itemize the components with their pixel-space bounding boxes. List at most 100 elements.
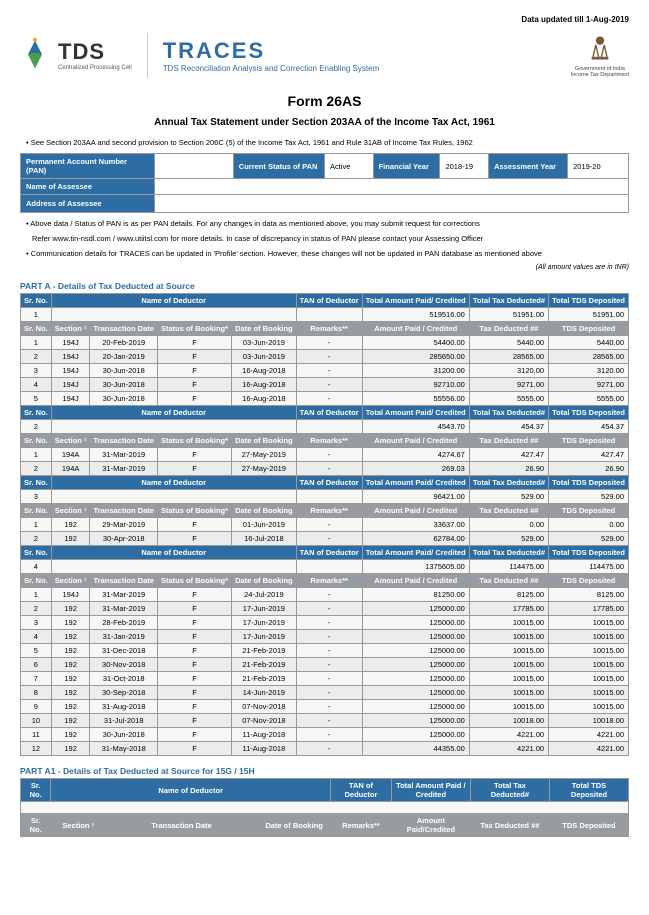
cell-taxded: 5555.00 [469, 392, 548, 406]
cell-section: 192 [51, 658, 90, 672]
hdr-srno: Sr. No. [21, 406, 52, 420]
cell-remarks: - [296, 644, 362, 658]
hdr-srno: Sr. No. [21, 476, 52, 490]
hdr-tdsdep: TDS Deposited [549, 814, 628, 837]
hdr-taxded: Tax Deducted ## [469, 574, 548, 588]
hdr-totalpaid: Total Amount Paid/ Credited [362, 546, 469, 560]
hdr-statusbook: Status of Booking* [157, 322, 231, 336]
cell-tdsdep: 4221.00 [549, 728, 629, 742]
hdr-totaltax: Total Tax Deducted# [469, 294, 548, 308]
table-row: 8 192 30-Sep-2018 F 14-Jun-2019 - 125000… [21, 686, 629, 700]
cell-status: F [157, 378, 231, 392]
cell-amtpaid: 125000.00 [362, 672, 469, 686]
note1: Above data / Status of PAN is as per PAN… [20, 219, 629, 228]
cell-datebook: 07-Nov-2018 [232, 714, 297, 728]
hdr-tdsdep: TDS Deposited [549, 574, 629, 588]
gov-emblem-block: Government of India Income Tax Departmen… [571, 32, 629, 78]
cell-remarks: - [296, 448, 362, 462]
cell-taxded: 0.00 [469, 518, 548, 532]
cell-remarks: - [296, 518, 362, 532]
cell-amtpaid: 125000.00 [362, 630, 469, 644]
cell-section: 192 [51, 700, 90, 714]
hdr-totaltds: Total TDS Deposited [549, 476, 629, 490]
part-a1-title: PART A1 - Details of Tax Deducted at Sou… [20, 766, 629, 776]
hdr-remarks: Remarks** [296, 504, 362, 518]
addr-label: Address of Assessee [21, 195, 155, 213]
cell-remarks: - [296, 728, 362, 742]
hdr-totalpaid: Total Amount Paid/ Credited [362, 406, 469, 420]
cell-datebook: 03-Jun-2019 [232, 350, 297, 364]
cell-srno: 9 [21, 700, 52, 714]
hdr-section: Section ¹ [51, 574, 90, 588]
cell-amtpaid: 125000.00 [362, 602, 469, 616]
table-row: 7 192 31-Oct-2018 F 21-Feb-2019 - 125000… [21, 672, 629, 686]
cell-srno: 7 [21, 672, 52, 686]
cell-amtpaid: 125000.00 [362, 686, 469, 700]
hdr-txndate: Transaction Date [90, 434, 157, 448]
cell-srno: 2 [21, 350, 52, 364]
cell-section: 192 [51, 532, 90, 546]
total-tax: 114475.00 [469, 560, 548, 574]
cell-section: 194J [51, 378, 90, 392]
table-row: 1 194J 20-Feb-2019 F 03-Jun-2019 - 54400… [21, 336, 629, 350]
hdr-remarks: Remarks** [296, 574, 362, 588]
cell-section: 194J [51, 336, 90, 350]
name-label: Name of Assessee [21, 179, 155, 195]
cell-taxded: 10015.00 [469, 644, 548, 658]
addr-value [154, 195, 628, 213]
cell-srno: 3 [21, 616, 52, 630]
cell-datebook: 21-Feb-2019 [232, 644, 297, 658]
cell-section: 192 [51, 518, 90, 532]
hdr-tdsdep: TDS Deposited [549, 322, 629, 336]
cell-taxded: 10015.00 [469, 686, 548, 700]
hdr-totaltax: Total Tax Deducted# [469, 406, 548, 420]
cell-datebook: 17-Jun-2019 [232, 602, 297, 616]
cell-txndate: 31-May-2018 [90, 742, 157, 756]
cell-status: F [157, 658, 231, 672]
cell-status: F [157, 392, 231, 406]
deductor-tan [296, 560, 362, 574]
hdr-srno: Sr. No. [21, 546, 52, 560]
cell-tdsdep: 0.00 [549, 518, 629, 532]
cell-srno: 4 [21, 378, 52, 392]
ay-value: 2019-20 [568, 154, 629, 179]
cell-taxded: 17785.00 [469, 602, 548, 616]
cell-amtpaid: 125000.00 [362, 714, 469, 728]
cell-datebook: 16-Aug-2018 [232, 392, 297, 406]
cell-amtpaid: 81250.00 [362, 588, 469, 602]
cell-tdsdep: 5440.00 [549, 336, 629, 350]
hdr-nameded: Name of Deductor [51, 779, 331, 802]
divider [147, 33, 148, 78]
hdr-amtpaid: Amount Paid / Credited [362, 322, 469, 336]
cell-section: 192 [51, 602, 90, 616]
part-a-table: Sr. No. Name of Deductor TAN of Deductor… [20, 293, 629, 756]
cell-taxded: 10015.00 [469, 672, 548, 686]
deductor-name [51, 308, 296, 322]
table-row: 2 194A 31-Mar-2019 F 27-May-2019 - 269.0… [21, 462, 629, 476]
table-row: 4 194J 30-Jun-2018 F 16-Aug-2018 - 92710… [21, 378, 629, 392]
hdr-tan: TAN of Deductor [331, 779, 392, 802]
hdr-txndate: Transaction Date [90, 574, 157, 588]
hdr-totaltax: Total Tax Deducted# [470, 779, 549, 802]
cell-srno: 1 [21, 336, 52, 350]
table-row: 2 192 31-Mar-2019 F 17-Jun-2019 - 125000… [21, 602, 629, 616]
group-num: 1 [21, 308, 52, 322]
table-row: 5 192 31-Dec-2018 F 21-Feb-2019 - 125000… [21, 644, 629, 658]
table-row: 2 192 30-Apr-2018 F 16-Jul-2018 - 62784.… [21, 532, 629, 546]
cell-section: 192 [51, 714, 90, 728]
cell-amtpaid: 269.03 [362, 462, 469, 476]
name-value [154, 179, 628, 195]
cell-status: F [157, 728, 231, 742]
total-tax: 51951.00 [469, 308, 548, 322]
cell-tdsdep: 4221.00 [549, 742, 629, 756]
deductor-tan [296, 308, 362, 322]
cell-remarks: - [296, 378, 362, 392]
cell-section: 194J [51, 350, 90, 364]
cell-txndate: 30-Apr-2018 [90, 532, 157, 546]
hdr-datebook: Date of Booking [232, 574, 297, 588]
cell-status: F [157, 630, 231, 644]
cell-amtpaid: 125000.00 [362, 644, 469, 658]
cell-datebook: 27-May-2019 [232, 448, 297, 462]
cell-amtpaid: 55556.00 [362, 392, 469, 406]
cell-datebook: 16-Jul-2018 [232, 532, 297, 546]
